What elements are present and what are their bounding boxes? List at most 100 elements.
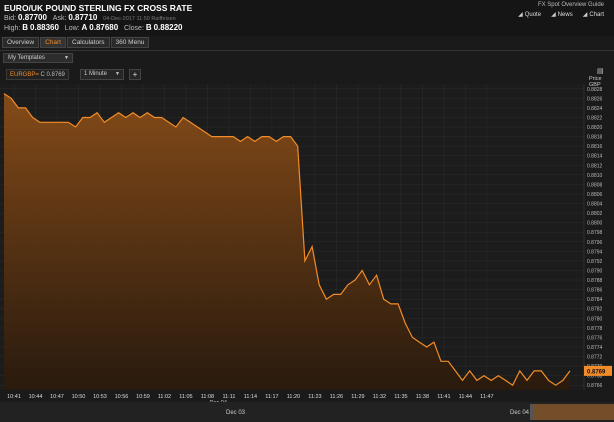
y-tick-label: 0.8826 [587,96,603,102]
y-tick-label: 0.8768 [587,374,603,380]
y-tick-label: 0.8820 [587,125,603,131]
y-tick-label: 0.8766 [587,383,603,389]
x-tick-label: 11:41 [437,394,450,400]
bid-label: Bid: [4,15,17,22]
x-tick-label: 11:02 [158,394,171,400]
y-tick-label: 0.8822 [587,115,603,121]
high-value: 0.88360 [30,23,59,32]
chevron-down-icon: ▼ [115,71,120,77]
x-tick-label: 11:29 [351,394,364,400]
x-tick-label: 10:47 [50,394,64,400]
y-tick-label: 0.8796 [587,240,603,246]
divider [0,50,614,51]
close-label: Close: [124,25,144,32]
quote-timestamp: 04-Dec-2017 11:50 Raiffeisen [103,16,176,22]
low-label: Low: [64,25,80,32]
chart-icon: ◢ [582,12,588,18]
price-chart[interactable]: 0.8828 0.8826 0.8824 0.8822 0.8820 0.8818 0.88… [0,84,614,422]
axis-unit: Price GBP [589,76,602,88]
y-tick-label: 0.8814 [587,154,603,160]
y-tick-label: 0.8786 [587,288,603,294]
tab-360-menu[interactable]: 360 Menu [110,37,150,48]
tab-bar: Overview Chart Calculators 360 Menu [0,37,150,49]
symbol-code: EURGBP= [10,72,39,78]
tab-overview[interactable]: Overview [2,37,40,48]
ask-value: 0.87710 [68,13,98,22]
instrument-title: EURO/UK POUND STERLING FX CROSS RATE [4,3,193,13]
navigator-handle-left[interactable] [530,404,533,420]
x-tick-label: 11:08 [201,394,214,400]
low-value: 0.87680 [89,23,119,32]
y-tick-label: 0.8800 [587,221,603,227]
y-tick-label: 0.8818 [587,135,603,141]
chart-toolbar: EURGBP= C 0.8769 1 Minute ▼ + [0,66,614,84]
ask-label: Ask: [52,15,67,22]
current-price-label: 0.8769 [587,369,606,375]
y-tick-label: 0.8790 [587,268,603,274]
y-tick-label: 0.8794 [587,249,603,255]
navigator[interactable] [0,402,614,422]
navigator-label-left: Dec 03 [226,410,246,416]
y-tick-label: 0.8780 [587,316,603,322]
x-tick-label: 11:26 [330,394,343,400]
close-source: B [145,23,152,32]
bid-ask-row: Bid: 0.87700 Ask: 0.87710 04-Dec-2017 11… [4,13,176,22]
price-area [4,93,570,390]
quote-header: EURO/UK POUND STERLING FX CROSS RATE Bid… [0,0,614,36]
symbol-price: C 0.8769 [40,72,65,78]
y-tick-label: 0.8784 [587,297,603,303]
x-tick-label: 11:47 [480,394,493,400]
x-tick-label: 11:05 [179,394,192,400]
tab-chart[interactable]: Chart [40,37,66,48]
y-tick-label: 0.8806 [587,192,603,198]
x-tick-label: 11:23 [308,394,321,400]
x-tick-label: 10:41 [7,394,21,400]
y-tick-label: 0.8798 [587,230,603,236]
templates-label: My Templates [8,55,45,61]
x-tick-label: 10:44 [29,394,43,400]
interval-select[interactable]: 1 Minute ▼ [80,69,124,80]
x-tick-label: 11:20 [287,394,300,400]
x-tick-label: 11:32 [373,394,386,400]
y-tick-label: 0.8828 [587,87,603,93]
fx-guide-link[interactable]: FX Spot Overview Guide [537,2,604,8]
y-tick-label: 0.8824 [587,106,603,112]
print-icon[interactable]: ▤ [597,68,604,75]
x-tick-label: 10:59 [136,394,150,400]
news-link[interactable]: ◢ News [551,12,573,18]
add-study-button[interactable]: + [129,69,141,80]
header-links: ◢ Quote ◢ News ◢ Chart [518,11,604,18]
high-source: B [22,23,29,32]
x-tick-label: 11:44 [459,394,472,400]
y-tick-label: 0.8774 [587,345,603,351]
y-tick-label: 0.8802 [587,211,603,217]
quote-link[interactable]: ◢ Quote [518,12,542,18]
templates-dropdown[interactable]: My Templates ▼ [3,53,73,63]
x-tick-label: 10:56 [115,394,129,400]
chart-link[interactable]: ◢ Chart [582,12,604,18]
y-tick-label: 0.8816 [587,144,603,150]
x-tick-label: 11:38 [416,394,429,400]
y-tick-label: 0.8776 [587,335,603,341]
navigator-label-right: Dec 04 [510,410,530,416]
x-tick-label: 10:50 [72,394,86,400]
navigator-window[interactable] [530,404,614,420]
current-price-tag [584,365,612,376]
high-label: High: [4,25,21,32]
price-line [3,93,571,387]
y-tick-label: 0.8804 [587,202,603,208]
y-tick-label: 0.8782 [587,307,603,313]
high-low-row: High: B 0.88360 Low: A 0.87680 Close: B … [4,23,183,32]
chevron-down-icon: ▼ [64,55,69,61]
x-tick-label: 10:53 [93,394,107,400]
y-tick-label: 0.8792 [587,259,603,265]
y-tick-label: 0.8810 [587,173,603,179]
y-tick-label: 0.8812 [587,163,603,169]
symbol-chip[interactable]: EURGBP= C 0.8769 [6,69,69,80]
x-tick-label: 11:17 [265,394,278,400]
x-tick-label: 11:14 [244,394,257,400]
y-tick-label: 0.8788 [587,278,603,284]
bid-value: 0.87700 [18,13,47,22]
news-icon: ◢ [551,12,556,18]
tab-calculators[interactable]: Calculators [67,37,110,48]
